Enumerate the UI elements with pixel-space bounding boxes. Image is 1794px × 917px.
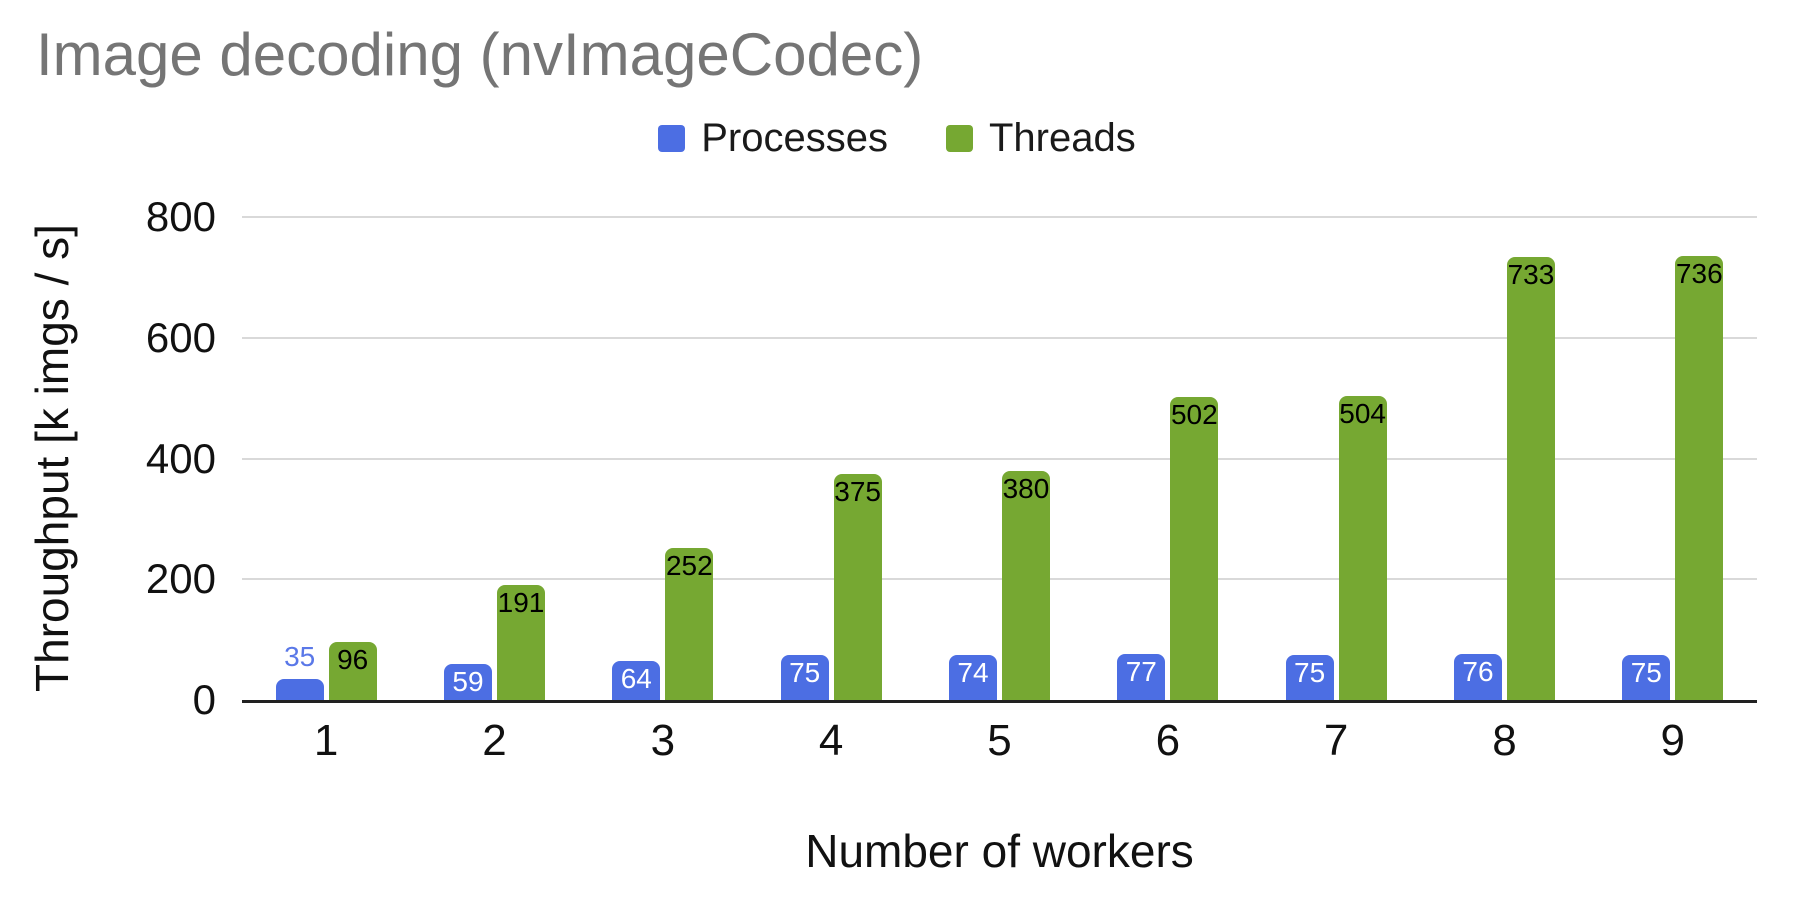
- bar-value-label-processes-8: 76: [1462, 656, 1494, 688]
- bar-value-label-processes-4: 75: [789, 656, 821, 688]
- bar-value-label-threads-1: 96: [337, 644, 369, 676]
- legend-swatch-processes: [658, 125, 686, 152]
- x-tick-label-7: 7: [1323, 716, 1349, 765]
- y-tick-label-200: 200: [145, 555, 216, 603]
- bar-threads-8: 733: [1506, 257, 1555, 700]
- x-tick-label-2: 2: [482, 716, 507, 765]
- bar-value-label-processes-6: 77: [1125, 655, 1157, 687]
- bar-processes-1: 35: [275, 642, 324, 700]
- bar-threads-9: 736: [1675, 255, 1724, 700]
- bar-processes-6: 77: [1117, 653, 1166, 700]
- bar-threads-3: 252: [665, 547, 714, 700]
- bar-threads-5: 380: [1001, 470, 1050, 700]
- gridline-600: [242, 336, 1757, 339]
- x-tick-label-5: 5: [987, 716, 1012, 765]
- y-tick-label-0: 0: [192, 676, 216, 723]
- x-axis-title: Number of workers: [805, 825, 1194, 877]
- x-tick-label-1: 1: [313, 716, 339, 765]
- bar-processes-7: 75: [1285, 654, 1334, 700]
- bar-group-3: 64 252: [579, 217, 747, 700]
- x-tick-label-4: 4: [818, 716, 844, 765]
- bar-value-label-processes-3: 64: [620, 663, 652, 695]
- bar-value-label-threads-5: 380: [1002, 472, 1050, 504]
- legend-item-threads: Threads: [946, 116, 1136, 161]
- gridline-400: [242, 457, 1757, 460]
- chart-title: Image decoding (nvImageCodec): [36, 21, 924, 88]
- bar-processes-9: 75: [1622, 654, 1671, 700]
- bar-group-2: 59 191: [410, 217, 578, 700]
- bar-processes-8: 76: [1453, 654, 1502, 700]
- bar-value-label-processes-5: 74: [957, 657, 989, 689]
- y-tick-label-600: 600: [145, 313, 216, 361]
- bar-group-8: 76 733: [1420, 217, 1588, 700]
- bar-value-label-threads-9: 736: [1675, 257, 1723, 289]
- bar-value-label-threads-6: 502: [1170, 398, 1218, 430]
- plot-area: 35 96 59 191 64 252 75 375 74 380 77 502 75 504 76 733 7…: [146, 196, 1757, 721]
- bar-value-label-threads-4: 375: [834, 475, 881, 507]
- bar-value-label-processes-7: 75: [1294, 656, 1326, 688]
- legend-swatch-threads: [946, 125, 973, 152]
- bar-group-4: 75 375: [747, 217, 915, 700]
- bar-threads-6: 502: [1170, 396, 1219, 700]
- bar-group-7: 75 504: [1252, 217, 1420, 700]
- bar-group-9: 75 736: [1589, 217, 1757, 700]
- bar-group-6: 77 502: [1084, 217, 1252, 700]
- legend: Processes Threads: [0, 116, 1794, 161]
- x-tick-label-3: 3: [650, 716, 676, 765]
- y-tick-label-400: 400: [145, 434, 216, 482]
- x-axis-tick-labels: 1 2 3 4 5 6 7 8 9: [242, 716, 1757, 766]
- bar-groups: 35 96 59 191 64 252 75 375 74 380 77 502 75 504 76 733 7…: [242, 217, 1757, 700]
- x-tick-label-6: 6: [1155, 716, 1181, 765]
- bar-threads-4: 375: [833, 473, 882, 700]
- bar-processes-3: 64: [612, 661, 661, 700]
- bar-threads-1: 96: [328, 642, 377, 700]
- gridline-200: [242, 578, 1757, 581]
- bar-threads-7: 504: [1338, 395, 1387, 700]
- bar-value-label-processes-2: 59: [452, 666, 484, 698]
- bar-value-label-threads-2: 191: [497, 586, 545, 618]
- legend-label-processes: Processes: [701, 116, 888, 160]
- bar-group-1: 35 96: [242, 217, 410, 700]
- gridline-800: [242, 216, 1757, 218]
- bar-processes-2: 59: [443, 664, 492, 700]
- bar-value-label-processes-1: 35: [284, 640, 316, 672]
- legend-item-processes: Processes: [658, 116, 888, 161]
- bar-value-label-processes-9: 75: [1630, 656, 1662, 688]
- bar-value-label-threads-8: 733: [1507, 259, 1555, 291]
- x-tick-label-9: 9: [1660, 716, 1686, 765]
- bar-value-label-threads-7: 504: [1339, 397, 1386, 429]
- bar-threads-2: 191: [496, 584, 545, 700]
- x-tick-label-8: 8: [1492, 716, 1517, 765]
- bar-value-label-threads-3: 252: [665, 549, 713, 581]
- bar-group-5: 74 380: [915, 217, 1083, 700]
- x-axis-line: [242, 700, 1757, 703]
- bar-processes-5: 74: [948, 655, 997, 700]
- y-tick-label-800: 800: [145, 193, 216, 240]
- bar-processes-4: 75: [780, 654, 829, 700]
- legend-label-threads: Threads: [989, 116, 1136, 160]
